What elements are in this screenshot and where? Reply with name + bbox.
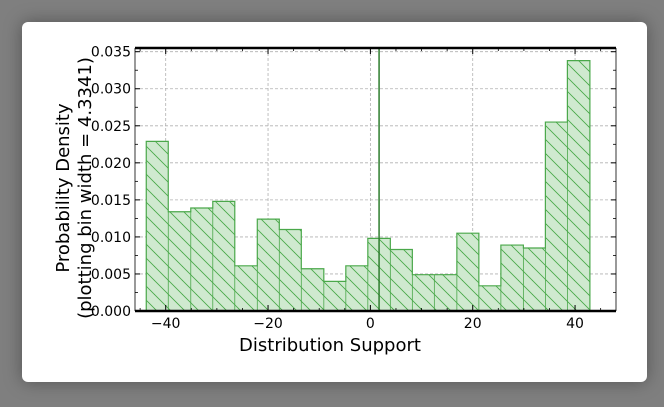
histogram-bar-hatch [345, 265, 368, 311]
histogram-bar-hatch [545, 122, 568, 311]
histogram-bar-hatch [190, 208, 213, 311]
x-axis-label: Distribution Support [239, 335, 421, 356]
x-tick-label: 40 [566, 316, 584, 332]
x-tick-label: −20 [253, 316, 283, 332]
histogram-bar-hatch [323, 281, 346, 311]
histogram-bar-hatch [412, 274, 435, 311]
histogram-bar-hatch [257, 219, 280, 311]
y-tick-label: 0.020 [91, 156, 131, 172]
histogram-bar-hatch [478, 285, 501, 311]
x-ticks: −40 −20 0 20 40 [139, 48, 602, 332]
histogram-bar-hatch [301, 268, 324, 311]
y-tick-label: 0.010 [91, 230, 131, 246]
histogram-bar-hatch [434, 274, 457, 311]
histogram-bar-hatch [234, 265, 258, 311]
axes-frame [134, 46, 617, 313]
y-tick-label: 0.030 [91, 82, 131, 98]
histogram-outline [145, 59, 591, 311]
y-tick-label: 0.000 [91, 304, 131, 320]
histogram-bar-hatch [168, 211, 191, 311]
y-axis-label-line2: (plotting bin width = 4.3341) [75, 57, 96, 319]
y-tick-label: 0.025 [91, 119, 131, 135]
histogram-bar-hatch [146, 141, 169, 311]
y-axis-label: Probability Density (plotting bin width … [53, 57, 96, 319]
histogram-bar-hatch [523, 248, 546, 311]
y-tick-label: 0.035 [91, 45, 131, 61]
histogram-bar-hatch [279, 229, 302, 311]
y-tick-label: 0.015 [91, 193, 131, 209]
x-tick-label: −40 [151, 316, 181, 332]
y-ticks: 0.000 0.005 0.010 0.015 0.020 0.025 0.030 0.035 [91, 45, 616, 320]
histogram-bar-hatch [456, 233, 479, 311]
x-tick-label: 20 [464, 316, 482, 332]
y-tick-label: 0.005 [91, 267, 131, 283]
histogram-bars [145, 59, 591, 311]
histogram-bar-hatch [500, 245, 524, 311]
histogram-bar-hatch [212, 201, 235, 311]
x-tick-label: 0 [366, 316, 375, 332]
figure-card [22, 22, 647, 382]
histogram-bar-hatch [567, 60, 590, 311]
y-axis-label-line1: Probability Density [53, 103, 74, 273]
histogram-bar-hatch [390, 249, 413, 311]
